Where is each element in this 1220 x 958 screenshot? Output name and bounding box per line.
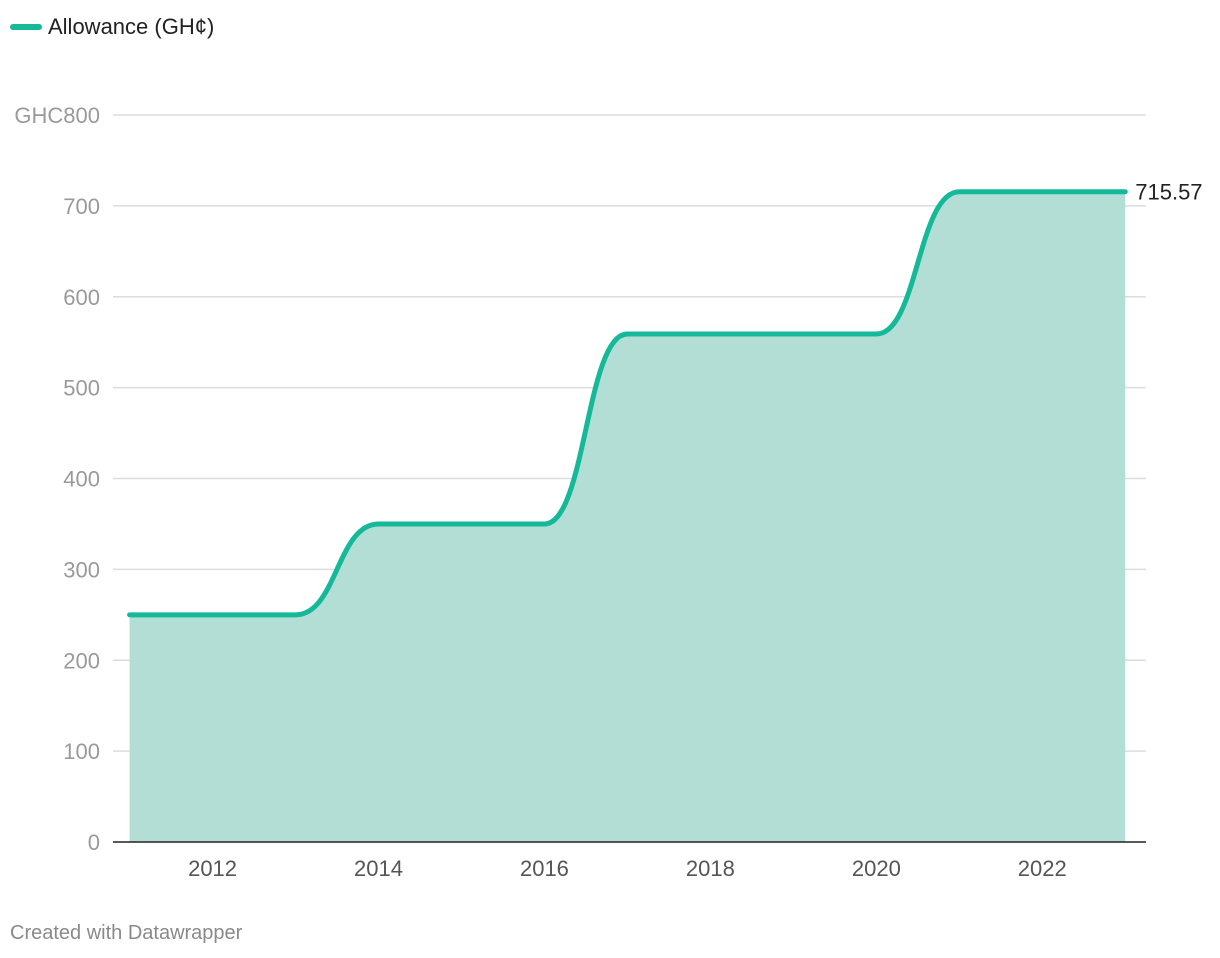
y-tick-label: 0 [88,830,100,855]
data-point [376,521,381,526]
x-tick-label: 2016 [520,856,569,881]
data-point [791,332,796,337]
y-tick-label: 100 [63,739,100,764]
data-point [293,612,298,617]
data-point [957,189,962,194]
end-value-label: 715.57 [1135,180,1202,205]
legend-label: Allowance (GH¢) [48,14,215,39]
data-point [1040,189,1045,194]
data-point [625,332,630,337]
y-tick-label: 500 [63,376,100,401]
y-tick-label: 300 [63,557,100,582]
data-point [459,521,464,526]
data-point [1123,189,1128,194]
y-tick-label: 700 [63,194,100,219]
data-point [127,612,132,617]
footer-credit: Created with Datawrapper [10,922,243,944]
x-tick-label: 2018 [686,856,735,881]
data-point [210,612,215,617]
y-tick-label: 200 [63,648,100,673]
x-tick-label: 2014 [354,856,403,881]
y-tick-label: 400 [63,467,100,492]
y-tick-label: 600 [63,285,100,310]
y-tick-label: GHC800 [14,103,100,128]
chart-legend: Allowance (GH¢) [10,14,214,40]
x-tick-label: 2022 [1018,856,1067,881]
data-point [874,332,879,337]
x-tick-label: 2012 [188,856,237,881]
data-point [542,521,547,526]
x-tick-label: 2020 [852,856,901,881]
data-point [708,332,713,337]
area-fill [129,191,1126,842]
legend-swatch [10,24,42,30]
series-line [127,189,1128,618]
